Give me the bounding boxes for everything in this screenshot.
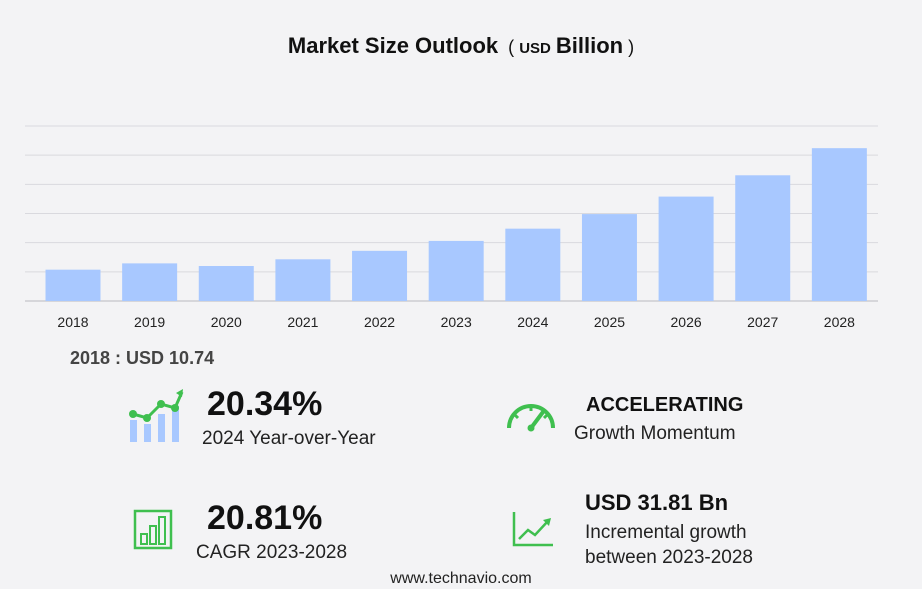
base-year-stat: 2018 : USD 10.74 — [70, 348, 215, 368]
incremental-value: USD 31.81 Bn — [585, 490, 729, 515]
x-tick-2020: 2020 — [211, 314, 242, 330]
bar-2022 — [352, 250, 408, 301]
x-tick-2025: 2025 — [594, 314, 625, 330]
incremental-label-line2: between 2023-2028 — [585, 547, 753, 568]
bar-chart: 2018 2019 2020 2021 2022 2023 2024 2025 2026 2027… — [25, 125, 878, 330]
title-text: Market Size Outlook — [287, 33, 499, 58]
x-tick-2022: 2022 — [364, 314, 395, 330]
x-tick-2019: 2019 — [134, 314, 165, 330]
bar-2027 — [735, 175, 791, 301]
x-tick-2024: 2024 — [517, 314, 548, 330]
x-tick-2021: 2021 — [287, 314, 318, 330]
bar-2019 — [122, 263, 178, 301]
speedometer-icon — [507, 404, 555, 432]
x-tick-2018: 2018 — [57, 314, 88, 330]
bar-2025 — [581, 214, 637, 301]
growth-chart-icon — [129, 389, 184, 442]
x-tick-2026: 2026 — [671, 314, 702, 330]
x-tick-2028: 2028 — [824, 314, 855, 330]
chart-bars — [45, 148, 867, 301]
momentum-label: Growth Momentum — [574, 423, 736, 444]
chart-title: Market Size Outlook ( USD Billion ) — [0, 33, 922, 59]
momentum-value: ACCELERATING — [586, 394, 744, 416]
bar-2024 — [505, 228, 561, 301]
bar-2026 — [658, 196, 714, 301]
yoy-value: 20.34% — [207, 385, 323, 423]
yoy-label: 2024 Year-over-Year — [202, 428, 376, 449]
cagr-label: CAGR 2023-2028 — [196, 542, 348, 563]
footer-website: www.technavio.com — [390, 570, 532, 587]
cagr-value: 20.81% — [207, 499, 323, 537]
trend-line-icon — [512, 512, 553, 547]
x-tick-2027: 2027 — [747, 314, 778, 330]
bar-2021 — [275, 259, 331, 301]
incremental-label-line1: Incremental growth — [585, 522, 747, 543]
bar-2023 — [428, 240, 484, 301]
bar-chart-icon — [133, 509, 173, 550]
bar-2028 — [811, 148, 867, 301]
x-axis-ticks: 2018 2019 2020 2021 2022 2023 2024 2025 2026 2027… — [57, 314, 855, 330]
title-unit: ( USD Billion ) — [508, 33, 635, 58]
bar-2020 — [198, 266, 254, 301]
x-tick-2023: 2023 — [441, 314, 472, 330]
bar-2018 — [45, 269, 101, 301]
